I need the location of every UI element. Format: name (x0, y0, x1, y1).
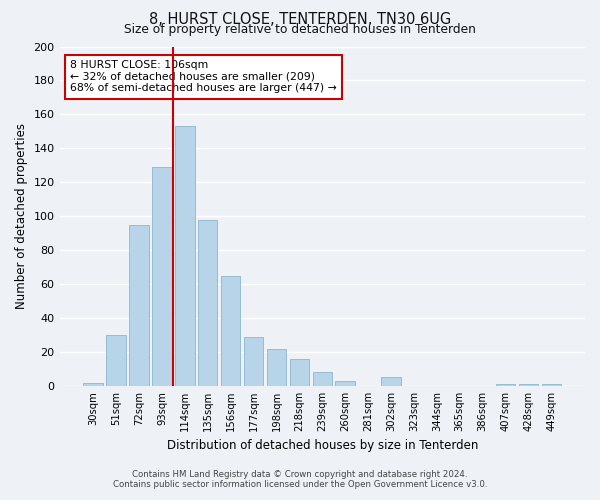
Bar (542, 384, 561, 386)
Y-axis label: Number of detached properties: Number of detached properties (15, 123, 28, 309)
Bar (152, 167, 172, 386)
Bar (221, 276, 241, 386)
Bar (496, 384, 515, 386)
Bar (381, 378, 401, 386)
Bar (267, 348, 286, 386)
Bar (519, 384, 538, 386)
Text: 8 HURST CLOSE: 106sqm
← 32% of detached houses are smaller (209)
68% of semi-det: 8 HURST CLOSE: 106sqm ← 32% of detached … (70, 60, 337, 94)
Bar (175, 126, 194, 386)
Bar (313, 372, 332, 386)
Bar (129, 224, 149, 386)
Text: Contains HM Land Registry data © Crown copyright and database right 2024.
Contai: Contains HM Land Registry data © Crown c… (113, 470, 487, 489)
Bar (83, 382, 103, 386)
Bar (106, 335, 126, 386)
Bar (244, 336, 263, 386)
Bar (198, 220, 217, 386)
Bar (335, 381, 355, 386)
Text: Size of property relative to detached houses in Tenterden: Size of property relative to detached ho… (124, 24, 476, 36)
Text: 8, HURST CLOSE, TENTERDEN, TN30 6UG: 8, HURST CLOSE, TENTERDEN, TN30 6UG (149, 12, 451, 26)
X-axis label: Distribution of detached houses by size in Tenterden: Distribution of detached houses by size … (167, 440, 478, 452)
Bar (290, 359, 309, 386)
